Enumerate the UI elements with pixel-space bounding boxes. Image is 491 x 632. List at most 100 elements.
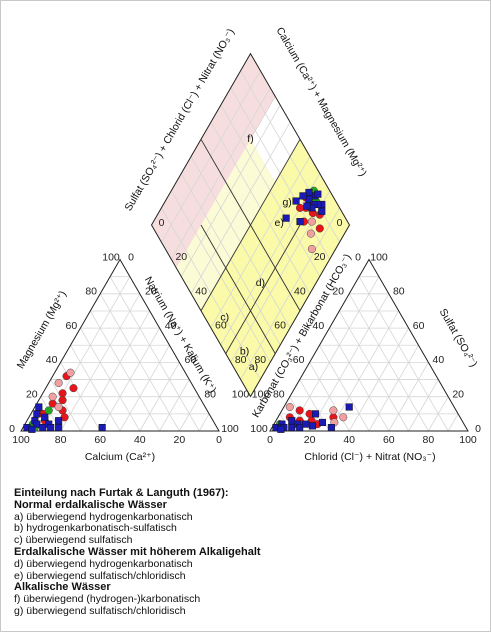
cation-point	[54, 402, 63, 412]
anion-tick-so4: 20	[452, 388, 464, 400]
diamond-outline	[150, 52, 351, 398]
diamond-tick-right: 100	[252, 388, 270, 400]
diamond-point	[282, 214, 290, 222]
anion-point	[277, 425, 285, 433]
legend-item-d: d) überwiegend hydrogenkarbonatisch	[14, 557, 193, 570]
diamond-point	[314, 190, 322, 198]
cation-point	[98, 424, 106, 432]
diamond-tick-right: 40	[195, 285, 207, 297]
cation-point	[47, 424, 55, 432]
grid-line	[139, 362, 180, 432]
cation-tick-mg: 80	[85, 286, 97, 298]
anion-tick-hco3: 60	[293, 354, 305, 366]
diamond-point	[292, 197, 300, 205]
cation-triangle-outline	[20, 258, 220, 432]
anion-tick-cl: 100	[459, 434, 477, 446]
grid-line	[80, 310, 151, 432]
grid-line	[428, 396, 449, 432]
cation-point	[28, 425, 36, 433]
legend-group-alkaline: Alkalische Wässer	[14, 581, 111, 594]
tick-labels: 0 0 0 0 0 0 0 0 20 20 20 20 20 20 20 20 40 40 40 40 40 40 40 40…	[9, 217, 481, 446]
cation-point	[69, 384, 78, 393]
legend-item-g: g) überwiegend sulfatisch/chloridisch	[14, 604, 186, 617]
anion-tick-cl: 0	[267, 434, 273, 446]
anion-tick-so4: 100	[370, 251, 388, 263]
legend-item-f: f) überwiegend (hydrogen-)karbonatisch	[14, 593, 201, 606]
anion-point	[345, 403, 353, 411]
cation-point	[55, 417, 63, 425]
diamond-tick-left: 0	[337, 217, 343, 229]
grid-line	[198, 413, 210, 432]
anion-triangle-outline	[269, 258, 469, 432]
diamond-tick-right: 0	[159, 217, 165, 229]
anion-tick-so4: 40	[433, 354, 445, 366]
grid-line	[179, 396, 200, 432]
piper-diagram: 0 0 0 0 0 0 0 0 20 20 20 20 20 20 20 20 40 40 40 40 40 40 40 40…	[9, 25, 481, 463]
cation-point	[54, 378, 63, 388]
cation-tick-na: 60	[185, 354, 197, 366]
diamond-point	[315, 224, 324, 233]
field-label-e: e)	[275, 217, 284, 229]
anion-point	[288, 417, 296, 425]
cation-tick-na: 40	[165, 320, 177, 332]
grid-line	[70, 345, 121, 432]
diamond-point	[296, 218, 304, 226]
diamond-tick-right: 80	[235, 354, 247, 366]
cation-tick-na: 0	[128, 251, 134, 263]
diamond-point	[299, 192, 307, 200]
anion-tick-cl: 20	[304, 434, 316, 446]
field-label-d: d)	[256, 277, 265, 289]
diamond-tick-left: 100	[232, 388, 250, 400]
anion-axis-cl: Chlorid (Cl⁻) + Nitrat (NO₃⁻)	[304, 451, 435, 463]
cation-tick-mg: 0	[9, 423, 15, 435]
anion-tick-hco3: 20	[332, 286, 344, 298]
anion-point	[302, 420, 310, 428]
cation-axis-mg: Magnesium (Mg²⁺)	[15, 289, 69, 371]
cation-point	[48, 392, 57, 401]
cation-point	[58, 389, 67, 398]
cation-point	[39, 424, 47, 432]
anion-point	[339, 413, 348, 422]
legend-item-e: e) überwiegend sulfatisch/chloridisch	[14, 569, 186, 582]
anion-point	[327, 424, 335, 432]
grid-line	[89, 310, 160, 432]
anion-tick-so4: 60	[413, 320, 425, 332]
cation-tick-ca: 40	[134, 434, 146, 446]
cation-tick-ca: 100	[12, 434, 30, 446]
anion-tick-hco3: 100	[250, 423, 268, 435]
anion-tick-cl: 80	[423, 434, 435, 446]
diamond-axis-right: Calcium (Ca²⁺) + Magnesium (Mg²⁺)	[273, 25, 368, 178]
diamond-point	[303, 202, 311, 210]
diamond-tick-right: 60	[215, 320, 227, 332]
diamond-point	[305, 188, 313, 196]
field-boundary	[200, 139, 301, 311]
cation-tick-ca: 60	[94, 434, 106, 446]
cation-tick-mg: 60	[66, 320, 78, 332]
anion-point	[296, 424, 304, 432]
cation-point	[66, 368, 75, 377]
cation-point	[44, 406, 53, 415]
diamond-point	[307, 217, 316, 226]
legend: Einteilung nach Furtak & Languth (1967):…	[14, 487, 484, 618]
grid-line	[289, 276, 380, 432]
cation-tick-mg: 40	[46, 354, 58, 366]
cation-tick-mg: 100	[102, 251, 120, 263]
diamond-tick-left: 20	[314, 251, 326, 263]
anion-tick-cl: 60	[383, 434, 395, 446]
data-points	[23, 186, 353, 433]
grid-line	[388, 362, 429, 432]
diamond-point	[295, 203, 305, 212]
anion-point	[329, 406, 338, 415]
grid-line	[159, 379, 190, 432]
legend-group-alkali: Erdalkalische Wässer mit höherem Alkalig…	[14, 545, 261, 558]
cation-tick-na: 80	[204, 388, 216, 400]
grid-line	[329, 310, 400, 432]
legend-item-a: a) überwiegend hydrogenkarbonatisch	[14, 510, 193, 523]
cation-point	[58, 396, 67, 405]
field-label-b: b)	[240, 346, 249, 358]
cation-point	[55, 424, 63, 432]
grid-line	[338, 310, 409, 432]
cation-tick-ca: 0	[216, 434, 222, 446]
cation-tick-mg: 20	[26, 388, 38, 400]
anion-tick-hco3: 40	[313, 320, 325, 332]
